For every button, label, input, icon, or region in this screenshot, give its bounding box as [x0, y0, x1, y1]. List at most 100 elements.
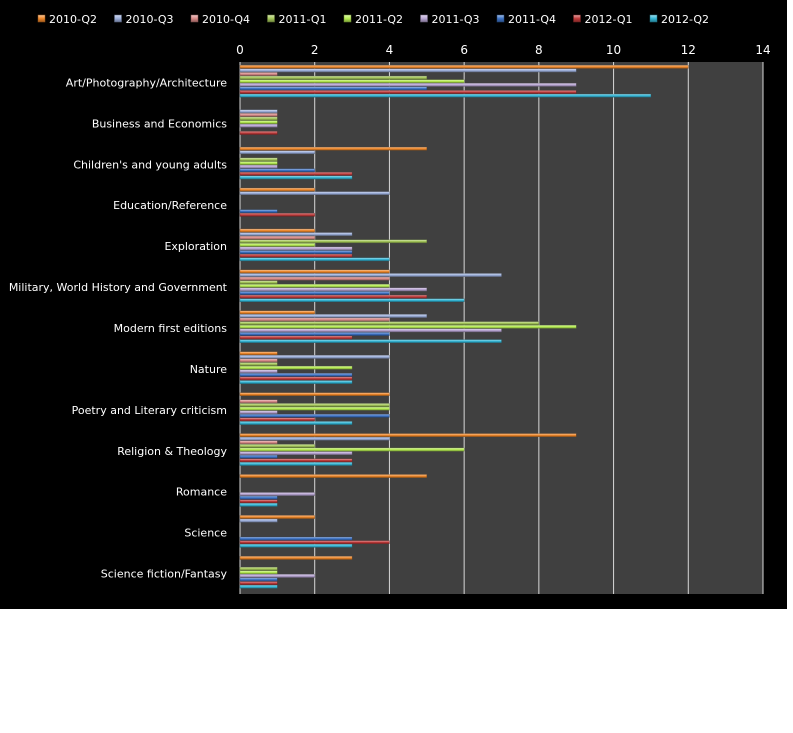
bar [239, 273, 502, 277]
bar [239, 250, 353, 254]
legend-swatch [267, 14, 275, 23]
legend-swatch [649, 14, 658, 23]
legend-label: 2011-Q2 [355, 13, 403, 26]
bar [239, 369, 278, 374]
bar [239, 362, 278, 366]
bar [239, 399, 278, 404]
bar [239, 515, 315, 519]
bar [239, 276, 390, 281]
bar [239, 109, 278, 114]
bar [239, 120, 278, 124]
bar [239, 492, 315, 496]
bar [239, 93, 652, 98]
legend: 2010-Q2 2010-Q3 2010-Q4 2011-Q1 2011-Q2 2011-… [37, 13, 709, 26]
bar [239, 314, 427, 318]
bar [239, 232, 353, 236]
x-tick-label: 2 [311, 43, 319, 57]
bar [239, 566, 278, 571]
legend-swatch [496, 14, 505, 23]
bar [239, 172, 353, 176]
bar [239, 581, 278, 585]
bar [239, 540, 390, 544]
bar [239, 351, 278, 356]
bar [239, 246, 353, 251]
legend-label: 2012-Q2 [661, 13, 709, 26]
bar [239, 380, 353, 384]
bar [239, 414, 390, 418]
legend-swatch [420, 14, 428, 23]
bar [239, 72, 278, 76]
x-tick-label: 6 [460, 43, 468, 57]
bar [239, 124, 278, 128]
bar [239, 239, 427, 244]
legend-label: 2011-Q1 [279, 13, 327, 26]
category-label: Nature [190, 363, 228, 376]
bar [239, 65, 689, 69]
bar [239, 574, 315, 578]
bar [239, 317, 390, 322]
bar [239, 584, 278, 589]
bar [239, 164, 278, 169]
bar [239, 116, 278, 121]
category-label: Exploration [164, 240, 227, 253]
bar [239, 365, 353, 370]
bar [239, 570, 278, 575]
category-label: Modern first editions [114, 322, 228, 335]
category-label: Poetry and Literary criticism [72, 404, 227, 417]
bar [239, 187, 315, 192]
bar [239, 113, 278, 117]
legend-swatch [190, 14, 199, 23]
bar [239, 376, 353, 381]
bar [239, 287, 427, 292]
bar [239, 325, 577, 329]
bar [239, 577, 278, 582]
bar [239, 131, 278, 135]
bar [239, 403, 390, 407]
bar [239, 455, 278, 459]
bar [239, 175, 353, 180]
bar [239, 269, 390, 274]
bar [239, 556, 353, 560]
bar [239, 518, 278, 523]
bar [239, 410, 278, 414]
bar [239, 462, 353, 466]
x-tick-label: 10 [606, 43, 621, 57]
bar [239, 191, 390, 195]
bar [239, 168, 315, 173]
category-label: Science fiction/Fantasy [101, 568, 228, 581]
bar [239, 335, 353, 340]
legend-label: 2011-Q4 [508, 13, 556, 26]
category-labels: Art/Photography/Architecture Business and… [9, 76, 228, 580]
bar [239, 79, 465, 84]
bar [239, 294, 427, 299]
bar-chart: 2010-Q2 2010-Q3 2010-Q4 2011-Q1 2011-Q2 2011-… [9, 13, 771, 594]
legend-swatch [114, 14, 122, 23]
bar [239, 209, 278, 213]
bar [239, 503, 278, 507]
category-label: Religion & Theology [117, 445, 227, 458]
bar [239, 68, 577, 73]
category-label: Education/Reference [113, 199, 227, 212]
bar [239, 86, 427, 91]
bar [239, 499, 278, 504]
bar [239, 355, 390, 359]
category-label: Art/Photography/Architecture [66, 76, 227, 89]
x-tick-label: 14 [755, 43, 770, 57]
bar [239, 161, 278, 165]
category-label: Romance [176, 486, 227, 499]
category-label: Business and Economics [92, 117, 227, 130]
legend-label: 2010-Q4 [202, 13, 250, 26]
bar [239, 421, 353, 425]
bar [239, 236, 315, 240]
legend-label: 2010-Q3 [126, 13, 174, 26]
legend-label: 2011-Q3 [432, 13, 480, 26]
bar [239, 254, 353, 258]
bar [239, 243, 315, 247]
chart-frame: 2010-Q2 2010-Q3 2010-Q4 2011-Q1 2011-Q2 2011-… [0, 0, 787, 609]
bar [239, 544, 353, 548]
category-label: Military, World History and Government [9, 281, 228, 294]
legend-label: 2010-Q2 [49, 13, 97, 26]
bar [239, 392, 390, 396]
bar [239, 332, 390, 336]
bar [239, 284, 390, 288]
